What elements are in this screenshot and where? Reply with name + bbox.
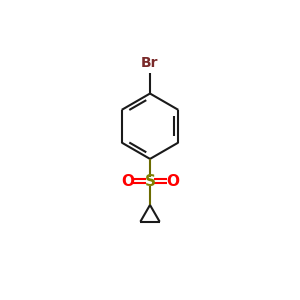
- Text: S: S: [145, 174, 155, 189]
- Text: O: O: [166, 174, 179, 189]
- Text: Br: Br: [141, 56, 159, 70]
- Text: O: O: [121, 174, 134, 189]
